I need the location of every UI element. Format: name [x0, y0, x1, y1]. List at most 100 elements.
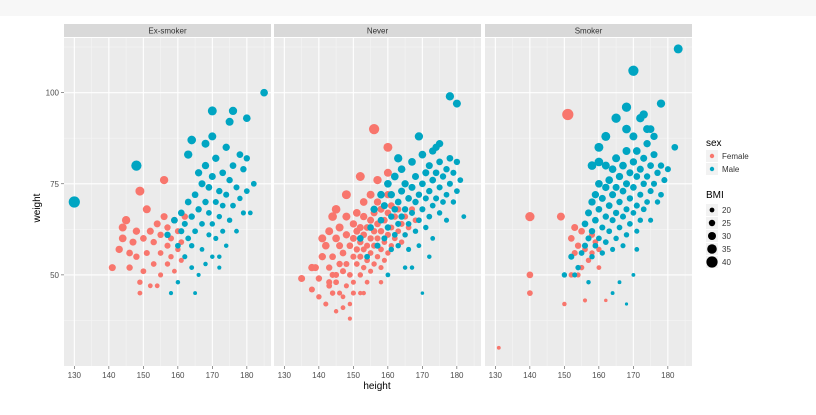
- data-point-male: [457, 177, 464, 183]
- data-point-male: [191, 191, 199, 199]
- facet-strip: [64, 24, 271, 37]
- data-point-male: [240, 210, 246, 216]
- data-point-male: [406, 246, 412, 252]
- data-point-male: [234, 228, 239, 234]
- data-point-male: [617, 280, 622, 285]
- data-point-male: [426, 213, 433, 220]
- legend-label: 30: [722, 232, 731, 241]
- data-point-male: [185, 235, 192, 242]
- data-point-male: [423, 224, 429, 231]
- data-point-male: [616, 224, 623, 231]
- data-point-male: [225, 117, 234, 126]
- data-point-male: [622, 180, 631, 188]
- data-point-female: [337, 290, 343, 296]
- data-point-female: [164, 224, 171, 231]
- data-point-male: [207, 106, 217, 116]
- data-points: [68, 44, 683, 350]
- data-point-female: [336, 242, 344, 250]
- data-point-female: [150, 238, 157, 246]
- data-point-female: [154, 283, 160, 289]
- legend-key-male: [709, 166, 715, 172]
- data-point-male: [616, 198, 623, 206]
- data-point-male: [445, 92, 455, 101]
- x-tick-label: 170: [416, 371, 430, 380]
- legend-label: 35: [722, 245, 731, 254]
- legend-size-key: [709, 207, 715, 213]
- data-point-male: [585, 235, 592, 242]
- data-point-female: [133, 253, 140, 260]
- data-point-male: [408, 183, 416, 191]
- data-point-male: [195, 206, 202, 213]
- data-point-female: [339, 249, 347, 257]
- data-point-female: [140, 268, 147, 275]
- data-point-female: [157, 250, 164, 256]
- data-point-male: [461, 214, 467, 220]
- data-point-female: [562, 108, 574, 121]
- data-point-male: [591, 191, 600, 199]
- data-point-male: [416, 243, 422, 249]
- data-point-male: [581, 242, 589, 249]
- data-point-female: [153, 220, 161, 228]
- data-point-male: [606, 228, 613, 235]
- data-point-male: [175, 279, 181, 285]
- data-point-male: [250, 180, 257, 187]
- data-point-female: [335, 223, 344, 232]
- data-point-male: [592, 242, 599, 249]
- data-point-female: [160, 213, 168, 221]
- data-point-male: [223, 191, 230, 198]
- data-point-female: [340, 294, 346, 300]
- data-point-female: [585, 257, 592, 264]
- data-point-male: [633, 202, 640, 209]
- x-tick-label: 160: [381, 371, 395, 380]
- data-point-male: [664, 166, 671, 173]
- data-point-male: [640, 180, 647, 187]
- data-point-male: [422, 195, 429, 202]
- data-point-male: [619, 187, 627, 195]
- data-point-male: [178, 228, 185, 235]
- data-point-female: [349, 220, 358, 228]
- data-point-male: [219, 169, 227, 177]
- data-point-male: [370, 205, 378, 213]
- data-point-female: [157, 231, 164, 238]
- data-point-female: [308, 286, 315, 293]
- data-point-male: [611, 113, 621, 123]
- data-point-male: [631, 272, 636, 277]
- data-point-female: [328, 212, 337, 221]
- data-point-male: [213, 235, 219, 241]
- data-point-male: [602, 239, 609, 245]
- data-point-male: [640, 206, 647, 213]
- data-point-male: [637, 217, 644, 223]
- data-point-male: [247, 210, 253, 216]
- data-point-female: [364, 279, 370, 285]
- data-point-female: [115, 245, 123, 254]
- data-point-female: [596, 246, 602, 253]
- data-point-female: [364, 242, 371, 249]
- data-point-female: [350, 253, 357, 260]
- data-point-male: [198, 180, 206, 188]
- x-tick-label: 140: [312, 371, 326, 380]
- data-point-male: [440, 199, 446, 205]
- data-point-male: [650, 151, 658, 159]
- data-point-male: [397, 165, 406, 174]
- data-point-male: [619, 213, 627, 220]
- facet-label: Never: [367, 27, 389, 36]
- data-point-female: [398, 239, 405, 245]
- data-point-male: [647, 162, 654, 169]
- data-point-male: [420, 291, 425, 295]
- data-point-female: [525, 211, 535, 222]
- x-tick-label: 180: [661, 371, 675, 380]
- data-point-male: [398, 213, 405, 220]
- data-point-female: [164, 242, 171, 249]
- data-point-male: [384, 224, 392, 231]
- data-point-male: [623, 206, 630, 213]
- data-point-male: [395, 242, 401, 249]
- data-point-female: [360, 212, 368, 221]
- facet-strips: Ex-smoker Never Smoker: [64, 24, 692, 37]
- data-point-male: [450, 199, 457, 205]
- data-point-male: [367, 224, 374, 231]
- data-point-male: [220, 228, 226, 234]
- data-point-male: [212, 154, 220, 162]
- data-point-male: [233, 184, 240, 191]
- data-point-female: [341, 190, 351, 200]
- data-point-male: [450, 169, 457, 176]
